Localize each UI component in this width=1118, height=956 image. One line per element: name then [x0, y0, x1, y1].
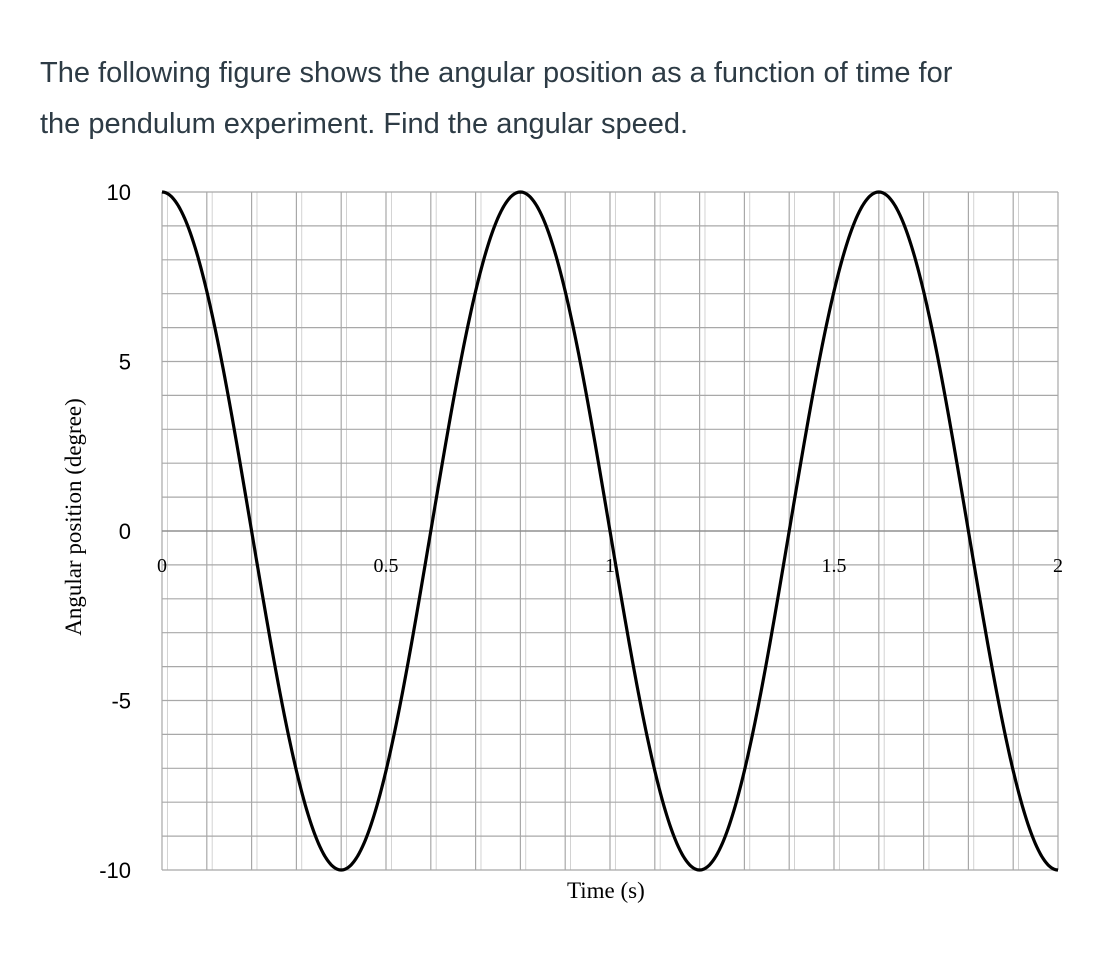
- question-line-1: The following figure shows the angular p…: [40, 57, 953, 89]
- question-line-2: the pendulum experiment. Find the angula…: [40, 108, 689, 140]
- x-tick-label: 1.5: [822, 555, 847, 577]
- y-tick-label: -10: [99, 858, 131, 883]
- chart-series: [161, 190, 1059, 872]
- y-axis-label: Angular position (degree): [61, 398, 86, 636]
- x-tick-label: 1: [605, 555, 615, 577]
- y-tick-label: 5: [119, 350, 131, 375]
- x-tick-label: 2: [1053, 555, 1063, 577]
- y-tick-label: 0: [119, 519, 131, 544]
- angular-position-curve: [161, 190, 1059, 872]
- chart-grid: [161, 191, 1059, 871]
- question-text: The following figure shows the angular p…: [40, 48, 1080, 150]
- y-tick-label: -5: [111, 689, 131, 714]
- x-axis-ticks: 0 0.5 1 1.5 2: [157, 555, 1063, 577]
- y-axis-ticks: 10 5 0 -5 -10: [99, 180, 131, 883]
- x-tick-label: 0: [157, 555, 167, 577]
- x-tick-label: 0.5: [374, 555, 399, 577]
- x-axis-label: Time (s): [567, 878, 645, 903]
- y-tick-label: 10: [107, 180, 131, 205]
